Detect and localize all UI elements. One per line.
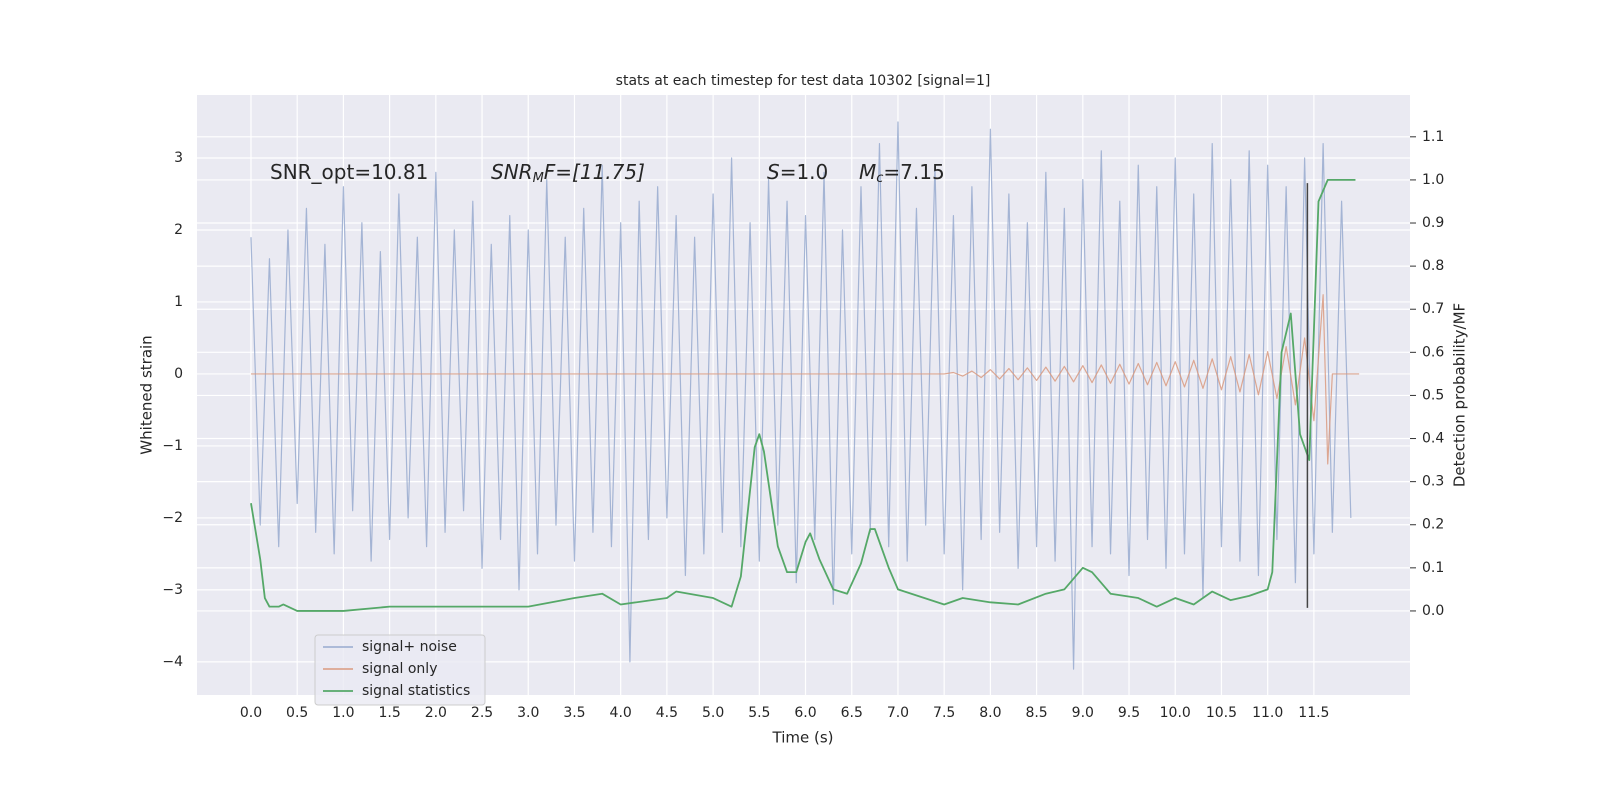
y2-tick-label: 0.1 — [1422, 560, 1444, 576]
x-tick-label: 1.0 — [332, 705, 354, 721]
y-tick-label: 3 — [174, 150, 183, 166]
annotation-main: S — [767, 160, 780, 184]
x-tick-label: 10.5 — [1206, 705, 1237, 721]
annotation-rest: F=[11.75] — [544, 160, 645, 184]
x-tick-label: 2.0 — [425, 705, 447, 721]
annotation: Mc=7.15 — [859, 160, 945, 186]
y2-tick-label: 0.2 — [1422, 517, 1444, 533]
x-tick-label: 5.5 — [748, 705, 770, 721]
series-line — [250, 121, 1352, 670]
annotation-rest: =7.15 — [883, 160, 944, 184]
chart-title: stats at each timestep for test data 103… — [616, 73, 991, 89]
y2-axis-label: Detection probability/MF — [1451, 303, 1469, 487]
y-tick-label: −2 — [162, 510, 183, 526]
x-tick-label: 10.0 — [1160, 705, 1191, 721]
annotation-main: M — [859, 160, 876, 184]
x-tick-label: 6.0 — [794, 705, 816, 721]
x-tick-label: 7.0 — [887, 705, 909, 721]
annotation-sub: c — [876, 171, 883, 186]
y-tick-label: −1 — [162, 438, 183, 454]
x-tick-label: 9.0 — [1072, 705, 1094, 721]
annotation: SNRMF=[11.75] — [491, 160, 645, 186]
x-tick-label: 0.5 — [286, 705, 308, 721]
legend-label: signal+ noise — [362, 639, 457, 655]
y2-tick-label: 0.6 — [1422, 344, 1444, 360]
marks — [250, 121, 1360, 670]
x-tick-label: 8.5 — [1025, 705, 1047, 721]
x-tick-label: 0.0 — [240, 705, 262, 721]
x-axis-label: Time (s) — [772, 729, 834, 747]
legend-box — [314, 634, 486, 706]
x-tick-label: 11.0 — [1252, 705, 1283, 721]
y-axis-label: Whitened strain — [138, 335, 156, 454]
x-tick-label: 2.5 — [471, 705, 493, 721]
legend-label: signal only — [362, 661, 437, 677]
x-tick-label: 4.0 — [610, 705, 632, 721]
x-tick-label: 9.5 — [1118, 705, 1140, 721]
y2-tick-label: 0.5 — [1422, 387, 1444, 403]
y2-tick-label: 0.9 — [1422, 215, 1444, 231]
y2-tick-label: 0.8 — [1422, 258, 1444, 274]
x-tick-label: 5.0 — [702, 705, 724, 721]
annotation-rest: =1.0 — [780, 160, 829, 184]
y2-tick-label: 0.4 — [1422, 431, 1444, 447]
annotation-sub: M — [533, 171, 544, 186]
y-tick-label: −3 — [162, 582, 183, 598]
y2-tick-label: 0.0 — [1422, 603, 1444, 619]
y-tick-label: 0 — [174, 366, 183, 382]
annotation: SNR_opt=10.81 — [270, 160, 428, 184]
x-tick-label: 11.5 — [1298, 705, 1329, 721]
y2-tick-label: 0.3 — [1422, 474, 1444, 490]
x-tick-label: 1.5 — [378, 705, 400, 721]
y-tick-label: −4 — [162, 654, 183, 670]
y2-tick-label: 1.0 — [1422, 172, 1444, 188]
x-tick-label: 3.0 — [517, 705, 539, 721]
x-tick-label: 6.5 — [841, 705, 863, 721]
x-tick-label: 3.5 — [563, 705, 585, 721]
y-tick-label: 2 — [174, 222, 183, 238]
y2-tick-label: 1.1 — [1422, 129, 1444, 145]
x-tick-label: 8.0 — [979, 705, 1001, 721]
series-line — [250, 179, 1356, 612]
labels: 0.0 0.5 1.0 1.5 2.0 2.5 3.0 3.5 4.0 4.5 5.0 5.5 6.0 6… — [162, 129, 1444, 721]
annotation: S=1.0 — [767, 160, 828, 184]
x-tick-label: 4.5 — [656, 705, 678, 721]
y-tick-label: 1 — [174, 294, 183, 310]
x-tick-label: 7.5 — [933, 705, 955, 721]
annotation-main: SNR — [491, 160, 533, 184]
annotation-main: SNR_opt=10.81 — [270, 160, 428, 184]
y2-tick-label: 0.7 — [1422, 301, 1444, 317]
legend-label: signal statistics — [362, 683, 470, 699]
